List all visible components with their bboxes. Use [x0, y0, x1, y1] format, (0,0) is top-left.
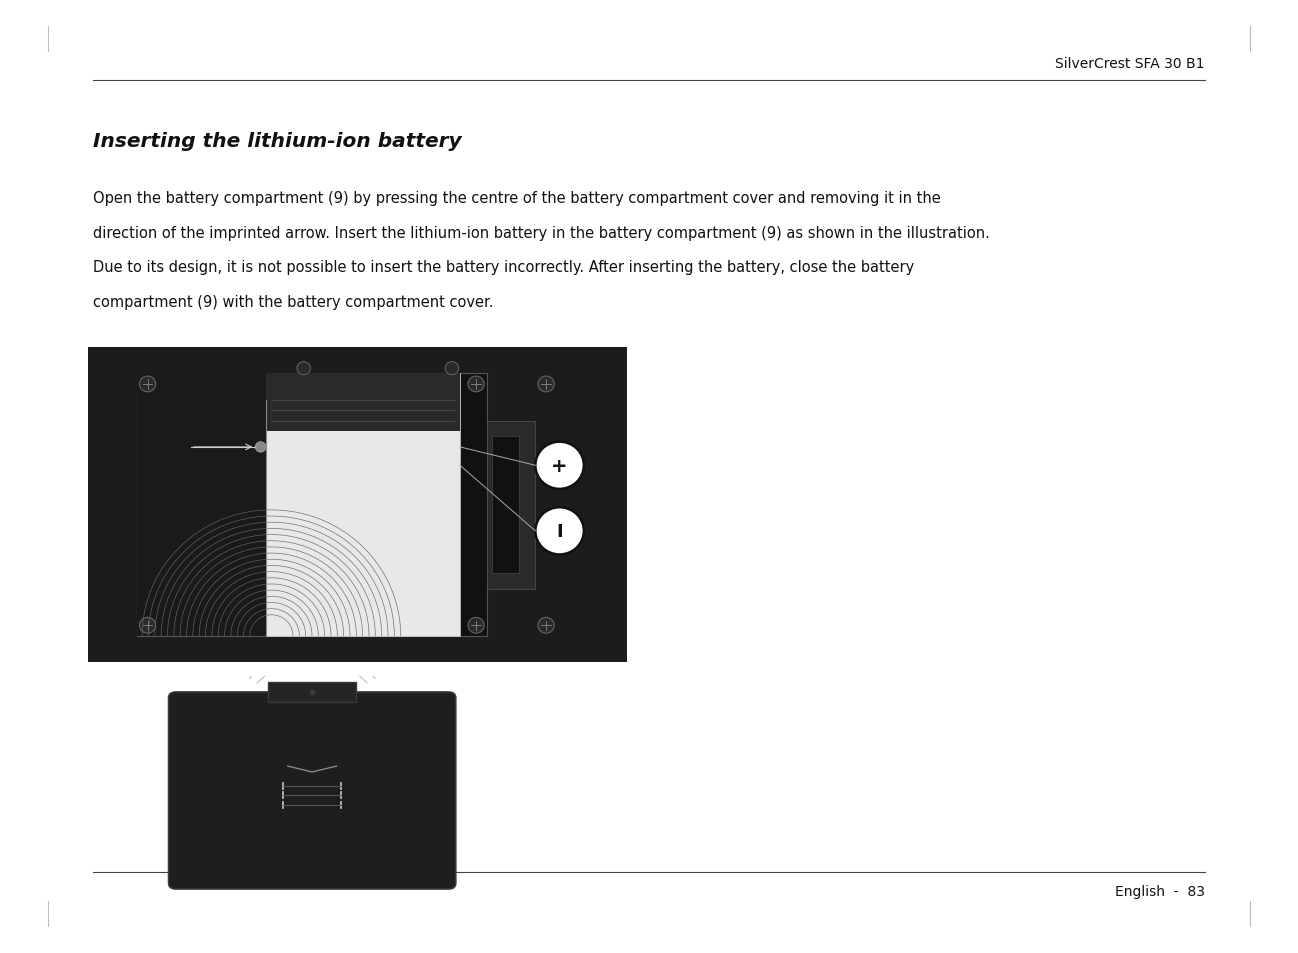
Circle shape	[535, 442, 584, 490]
Circle shape	[539, 618, 554, 634]
Circle shape	[139, 376, 156, 393]
Circle shape	[445, 362, 458, 375]
Text: Open the battery compartment (9) by pressing the centre of the battery compartme: Open the battery compartment (9) by pres…	[93, 191, 941, 206]
Text: SilverCrest SFA 30 B1: SilverCrest SFA 30 B1	[1055, 56, 1205, 71]
Text: Inserting the lithium-ion battery: Inserting the lithium-ion battery	[93, 132, 462, 151]
Circle shape	[139, 618, 156, 634]
Text: Due to its design, it is not possible to insert the battery incorrectly. After i: Due to its design, it is not possible to…	[93, 260, 915, 275]
Text: I: I	[557, 522, 563, 540]
Bar	[269, 682, 356, 702]
Bar	[266, 375, 459, 432]
FancyBboxPatch shape	[169, 692, 456, 889]
Text: direction of the imprinted arrow. Insert the lithium-ion battery in the battery : direction of the imprinted arrow. Insert…	[93, 225, 990, 240]
Circle shape	[469, 376, 484, 393]
Circle shape	[297, 362, 310, 375]
Bar	[266, 374, 459, 637]
Bar	[492, 436, 519, 573]
Bar	[136, 374, 266, 637]
Text: English  -  83: English - 83	[1115, 884, 1205, 899]
Circle shape	[256, 442, 266, 453]
Circle shape	[539, 376, 554, 393]
Circle shape	[469, 618, 484, 634]
Bar	[136, 374, 487, 637]
Circle shape	[535, 508, 584, 555]
Text: compartment (9) with the battery compartment cover.: compartment (9) with the battery compart…	[93, 294, 495, 310]
Bar	[487, 421, 535, 589]
Text: +: +	[552, 456, 567, 476]
FancyBboxPatch shape	[80, 345, 635, 665]
